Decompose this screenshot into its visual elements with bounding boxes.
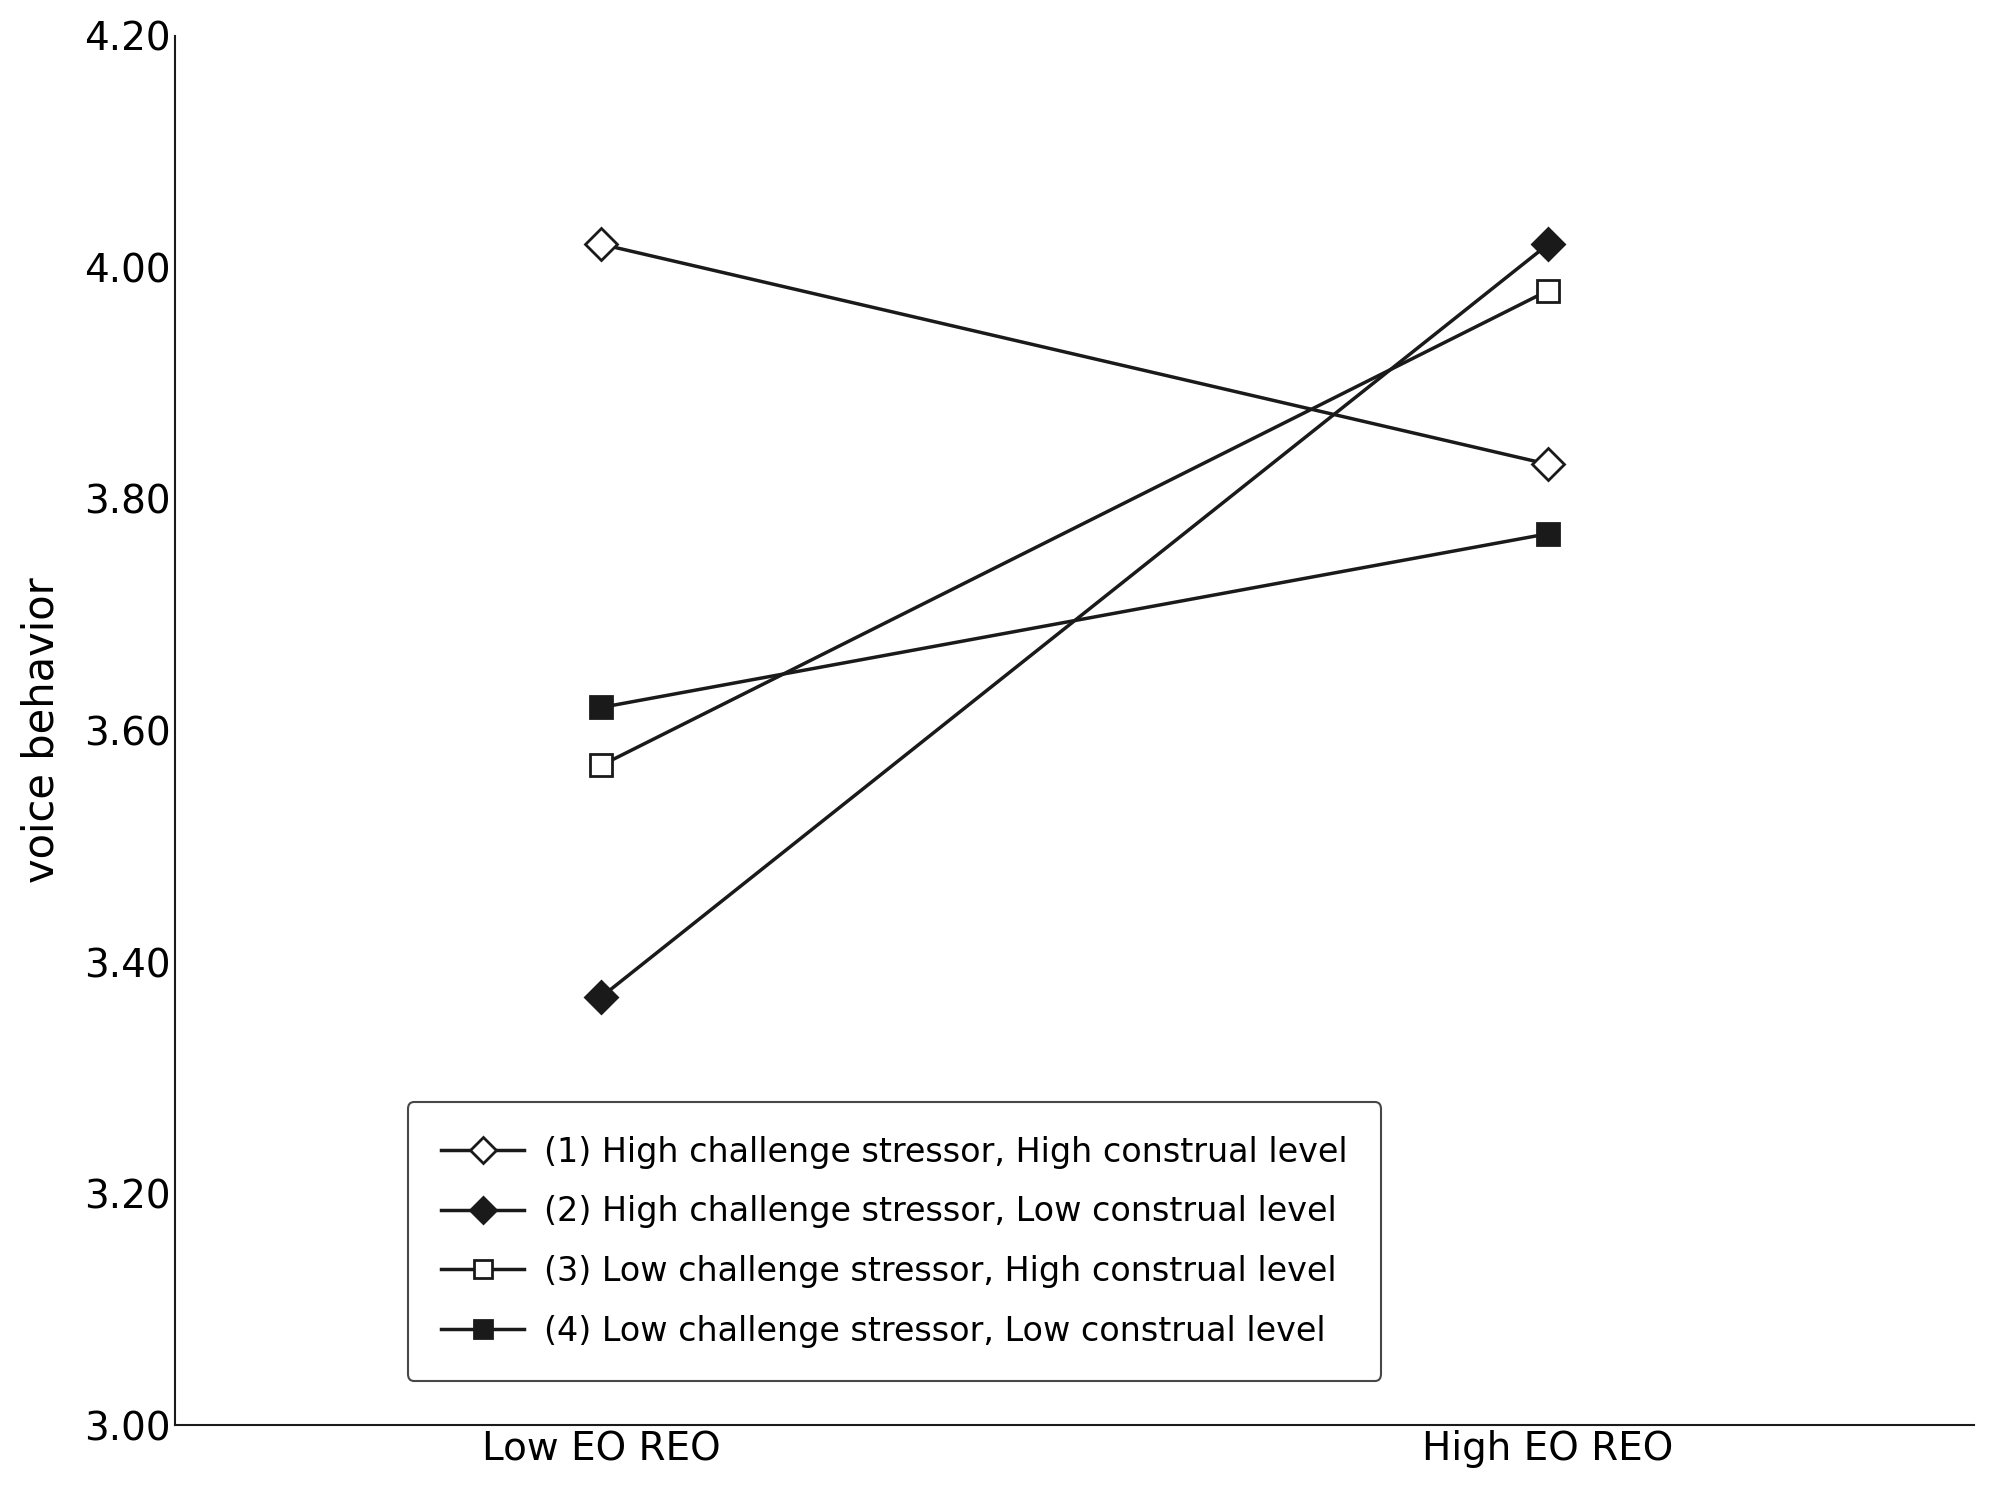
- Y-axis label: voice behavior: voice behavior: [20, 578, 62, 883]
- Legend: (1) High challenge stressor, High construal level, (2) High challenge stressor, : (1) High challenge stressor, High constr…: [407, 1102, 1381, 1380]
